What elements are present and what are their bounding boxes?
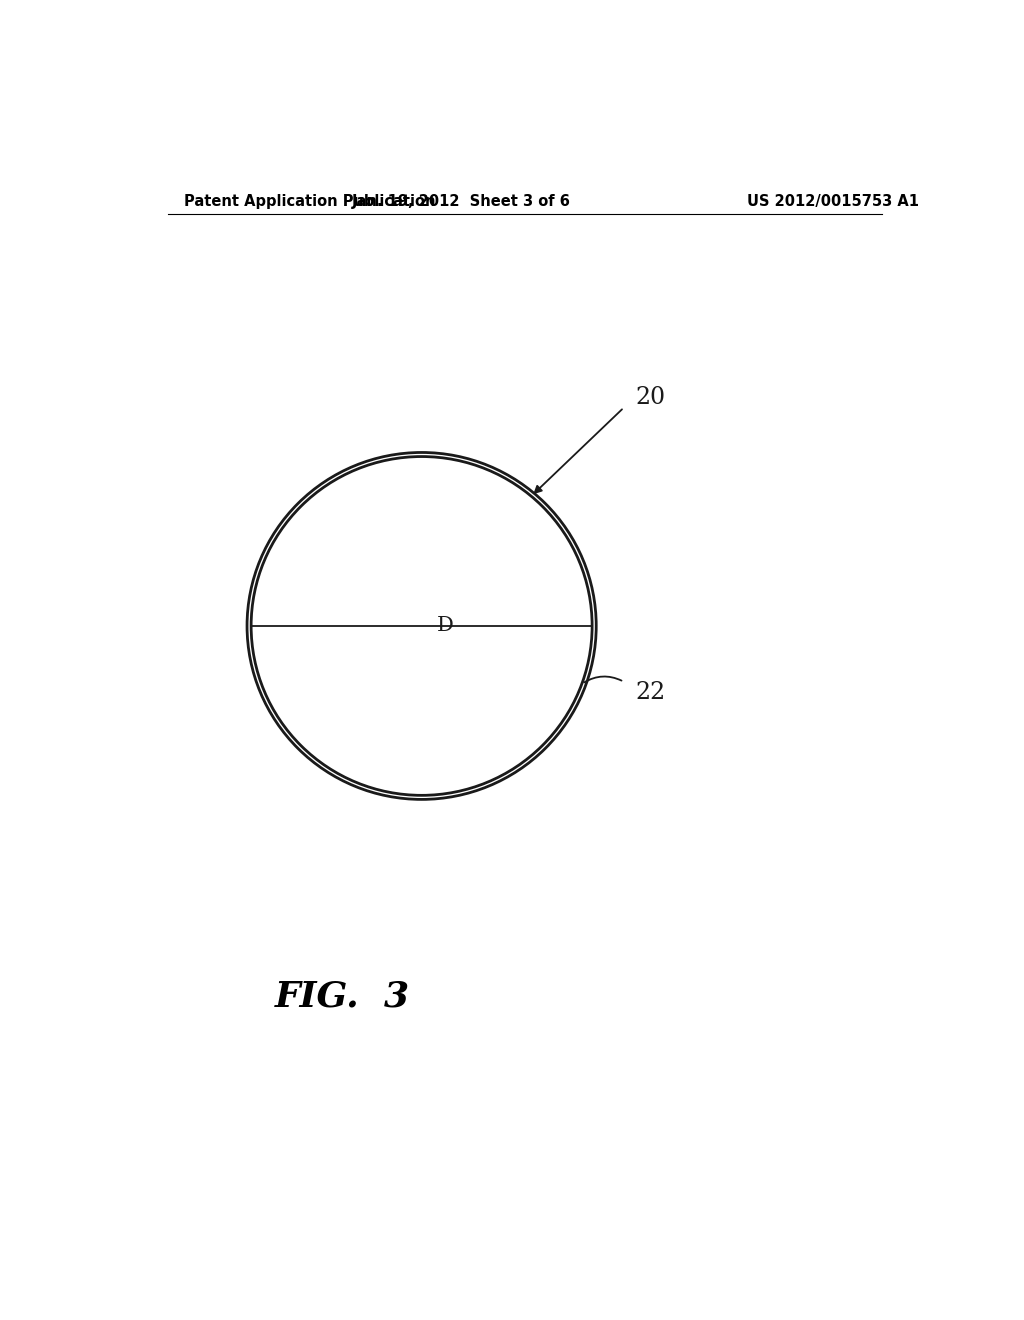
Text: 20: 20 [636, 385, 666, 409]
Text: 22: 22 [636, 681, 667, 704]
Text: Patent Application Publication: Patent Application Publication [183, 194, 435, 209]
Text: Jan. 19, 2012  Sheet 3 of 6: Jan. 19, 2012 Sheet 3 of 6 [352, 194, 570, 209]
Text: FIG.  3: FIG. 3 [274, 979, 410, 1014]
Text: D: D [437, 616, 454, 635]
Text: US 2012/0015753 A1: US 2012/0015753 A1 [748, 194, 919, 209]
